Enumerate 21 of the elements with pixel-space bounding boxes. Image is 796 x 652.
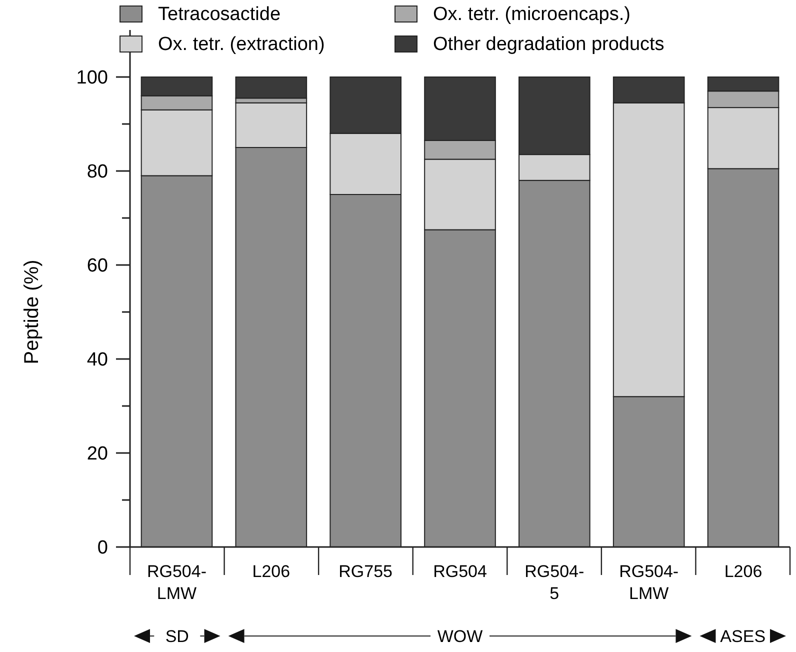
text: ASES <box>720 626 766 646</box>
y-tick-label: 20 <box>86 444 108 465</box>
x-tick-label: L206 <box>252 562 290 581</box>
x-tick-label: RG755 <box>338 562 393 581</box>
text: WOW <box>437 626 483 646</box>
x-tick-label: RG504-5 <box>524 562 584 603</box>
x-tick-label: L206 <box>724 562 762 581</box>
y-tick-label: 60 <box>86 256 108 277</box>
legend-label: Ox. tetr. (extraction) <box>158 34 325 55</box>
y-axis-title: Peptide (%) <box>21 260 43 364</box>
legend-label: Other degradation products <box>433 34 664 55</box>
x-tick-label: RG504 <box>433 562 487 581</box>
x-tick-label: RG504-LMW <box>146 562 207 603</box>
x-tick-label: RG504-LMW <box>619 562 679 603</box>
legend-label: Tetracosactide <box>158 4 281 25</box>
y-tick-label: 0 <box>97 538 108 559</box>
text: SD <box>165 626 189 646</box>
y-tick-label: 100 <box>76 68 108 89</box>
y-tick-label: 40 <box>86 350 108 371</box>
legend-label: Ox. tetr. (microencaps.) <box>433 4 630 25</box>
y-tick-label: 80 <box>86 162 108 183</box>
